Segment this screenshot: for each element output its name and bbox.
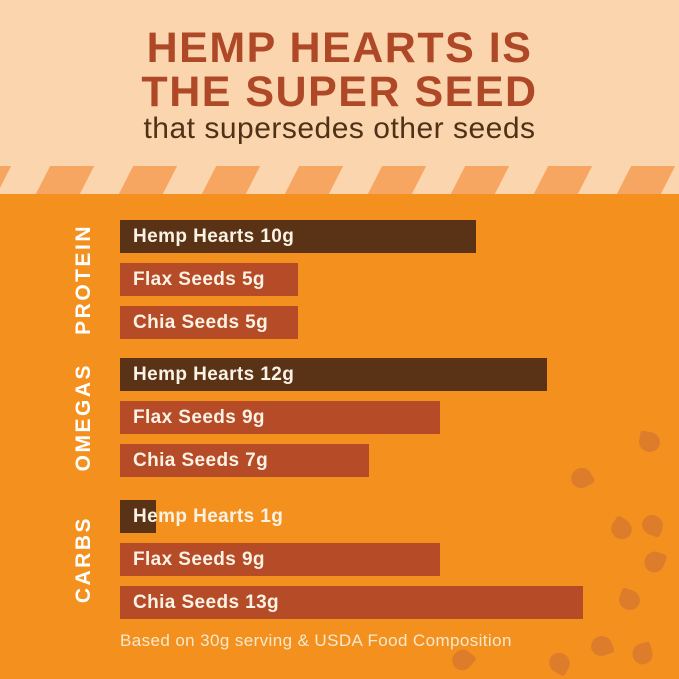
category-label-omegas: OMEGAS xyxy=(62,358,106,477)
stripe-icon xyxy=(116,166,180,194)
bar-protein-chia-seeds: Chia Seeds 5g xyxy=(120,306,298,339)
bar-chart: PROTEIN Hemp Hearts 10g Flax Seeds 5g Chia … xyxy=(0,194,679,679)
source-caption: Based on 30g serving & USDA Food Composi… xyxy=(120,631,512,650)
bar-value-label: Chia Seeds 5g xyxy=(133,311,269,333)
bar-value-label: Hemp Hearts 1g xyxy=(133,505,284,527)
category-label-protein: PROTEIN xyxy=(62,220,106,339)
chart-group-omegas: OMEGAS Hemp Hearts 12g Flax Seeds 9g Chia S… xyxy=(0,358,679,477)
category-label-text: OMEGAS xyxy=(72,363,95,472)
bar-omegas-flax-seeds: Flax Seeds 9g xyxy=(120,401,440,434)
bar-value-label: Chia Seeds 7g xyxy=(133,449,269,471)
bar-value-label: Flax Seeds 9g xyxy=(133,406,265,428)
page-title-line1: HEMP HEARTS IS xyxy=(146,24,533,72)
stripe-icon xyxy=(448,166,512,194)
chart-group-protein: PROTEIN Hemp Hearts 10g Flax Seeds 5g Chia … xyxy=(0,220,679,339)
bar-protein-hemp-hearts: Hemp Hearts 10g xyxy=(120,220,476,253)
bar-omegas-hemp-hearts: Hemp Hearts 12g xyxy=(120,358,547,391)
stripe-icon xyxy=(531,166,595,194)
header-banner: HEMP HEARTS IS THE SUPER SEED that super… xyxy=(0,0,679,166)
page-subtitle: that supersedes other seeds xyxy=(143,112,536,145)
stripe-icon xyxy=(282,166,346,194)
bar-carbs-flax-seeds: Flax Seeds 9g xyxy=(120,543,440,576)
chart-group-carbs: CARBS Hemp Hearts 1g Flax Seeds 9g Chia See… xyxy=(0,500,679,619)
bar-value-label: Flax Seeds 9g xyxy=(133,548,265,570)
stripe-icon xyxy=(0,166,14,194)
bar-protein-flax-seeds: Flax Seeds 5g xyxy=(120,263,298,296)
bar-value-label: Flax Seeds 5g xyxy=(133,268,265,290)
stripe-icon xyxy=(33,166,97,194)
category-label-text: PROTEIN xyxy=(72,224,95,335)
category-label-carbs: CARBS xyxy=(62,500,106,619)
stripe-icon xyxy=(199,166,263,194)
stripe-icon xyxy=(365,166,429,194)
bar-carbs-chia-seeds: Chia Seeds 13g xyxy=(120,586,583,619)
bar-value-label: Hemp Hearts 12g xyxy=(133,363,295,385)
page-title-line2: THE SUPER SEED xyxy=(141,68,538,116)
bar-value-label: Hemp Hearts 10g xyxy=(133,225,295,247)
bar-carbs-hemp-hearts: Hemp Hearts 1g xyxy=(120,500,283,533)
bar-omegas-chia-seeds: Chia Seeds 7g xyxy=(120,444,369,477)
bar-value-label: Chia Seeds 13g xyxy=(133,591,280,613)
diagonal-stripes-divider xyxy=(0,166,679,194)
stripe-icon xyxy=(614,166,678,194)
category-label-text: CARBS xyxy=(72,515,95,604)
